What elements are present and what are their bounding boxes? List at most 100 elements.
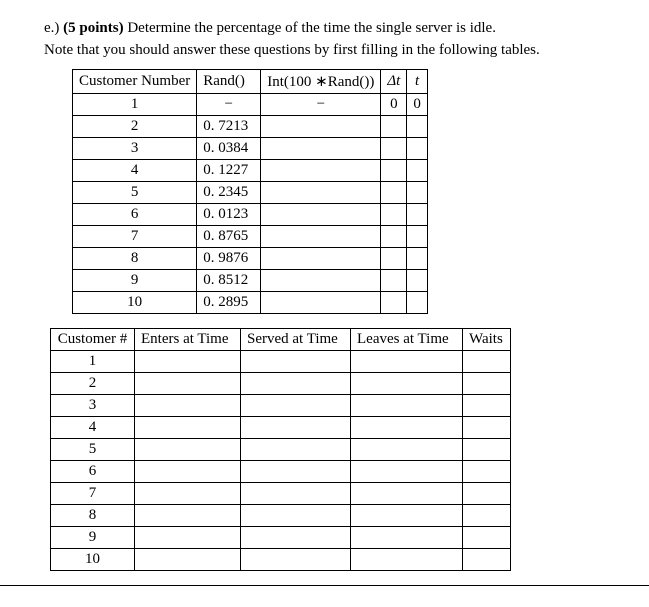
cell-dt	[381, 269, 407, 291]
cell-int	[261, 225, 381, 247]
cell-customer-number: 8	[73, 247, 197, 269]
table-row: 90. 8512	[73, 269, 428, 291]
cell-enters	[135, 350, 241, 372]
cell-enters	[135, 504, 241, 526]
cell-enters	[135, 482, 241, 504]
cell-leaves	[351, 526, 463, 548]
table-row: 80. 9876	[73, 247, 428, 269]
question-line: e.) (5 points) Determine the percentage …	[44, 18, 621, 38]
cell-t	[407, 225, 428, 247]
table-row: 7	[51, 482, 511, 504]
table-row: 5	[51, 438, 511, 460]
table-row: 3	[51, 394, 511, 416]
cell-enters	[135, 372, 241, 394]
table-row: 50. 2345	[73, 181, 428, 203]
table-header-row: Customer # Enters at Time Served at Time…	[51, 328, 511, 350]
cell-leaves	[351, 548, 463, 570]
question-points: (5 points)	[63, 20, 123, 36]
cell-customer-number: 2	[73, 115, 197, 137]
col-t: t	[407, 69, 428, 93]
table-row: 1	[51, 350, 511, 372]
cell-dt	[381, 159, 407, 181]
cell-customer-number: 10	[51, 548, 135, 570]
cell-served	[241, 372, 351, 394]
cell-int	[261, 137, 381, 159]
cell-customer-number: 3	[73, 137, 197, 159]
cell-customer-number: 1	[51, 350, 135, 372]
cell-enters	[135, 394, 241, 416]
cell-rand: −	[197, 93, 261, 115]
table-arrivals: Customer Number Rand() Int(100 ∗Rand()) …	[72, 69, 428, 314]
table-row: 60. 0123	[73, 203, 428, 225]
cell-rand: 0. 2345	[197, 181, 261, 203]
cell-dt	[381, 247, 407, 269]
cell-leaves	[351, 482, 463, 504]
cell-leaves	[351, 372, 463, 394]
cell-served	[241, 416, 351, 438]
cell-served	[241, 350, 351, 372]
cell-rand: 0. 9876	[197, 247, 261, 269]
cell-waits	[463, 438, 511, 460]
cell-customer-number: 7	[73, 225, 197, 247]
cell-customer-number: 2	[51, 372, 135, 394]
cell-waits	[463, 548, 511, 570]
cell-int	[261, 247, 381, 269]
col-customer-number: Customer #	[51, 328, 135, 350]
table-row: 30. 0384	[73, 137, 428, 159]
cell-customer-number: 8	[51, 504, 135, 526]
table-row: 6	[51, 460, 511, 482]
cell-t	[407, 181, 428, 203]
cell-leaves	[351, 394, 463, 416]
cell-customer-number: 1	[73, 93, 197, 115]
cell-leaves	[351, 460, 463, 482]
cell-served	[241, 482, 351, 504]
cell-dt	[381, 137, 407, 159]
cell-enters	[135, 460, 241, 482]
cell-customer-number: 9	[73, 269, 197, 291]
col-waits: Waits	[463, 328, 511, 350]
cell-served	[241, 526, 351, 548]
cell-served	[241, 438, 351, 460]
col-enters: Enters at Time	[135, 328, 241, 350]
table-header-row: Customer Number Rand() Int(100 ∗Rand()) …	[73, 69, 428, 93]
cell-int	[261, 269, 381, 291]
cell-customer-number: 6	[51, 460, 135, 482]
cell-t	[407, 203, 428, 225]
cell-enters	[135, 548, 241, 570]
cell-enters	[135, 526, 241, 548]
cell-t	[407, 291, 428, 313]
cell-customer-number: 5	[73, 181, 197, 203]
table-row: 20. 7213	[73, 115, 428, 137]
cell-t: 0	[407, 93, 428, 115]
cell-served	[241, 504, 351, 526]
cell-int	[261, 159, 381, 181]
cell-int	[261, 115, 381, 137]
cell-int	[261, 203, 381, 225]
cell-rand: 0. 7213	[197, 115, 261, 137]
cell-customer-number: 5	[51, 438, 135, 460]
col-int: Int(100 ∗Rand())	[261, 69, 381, 93]
cell-waits	[463, 460, 511, 482]
col-leaves: Leaves at Time	[351, 328, 463, 350]
cell-leaves	[351, 438, 463, 460]
cell-customer-number: 9	[51, 526, 135, 548]
table-row: 100. 2895	[73, 291, 428, 313]
divider	[0, 585, 649, 586]
table-service: Customer # Enters at Time Served at Time…	[50, 328, 511, 571]
cell-dt: 0	[381, 93, 407, 115]
table-row: 8	[51, 504, 511, 526]
cell-served	[241, 394, 351, 416]
cell-enters	[135, 438, 241, 460]
col-rand: Rand()	[197, 69, 261, 93]
cell-t	[407, 137, 428, 159]
cell-customer-number: 6	[73, 203, 197, 225]
cell-waits	[463, 394, 511, 416]
cell-customer-number: 10	[73, 291, 197, 313]
cell-waits	[463, 372, 511, 394]
table-row: 40. 1227	[73, 159, 428, 181]
cell-t	[407, 269, 428, 291]
cell-enters	[135, 416, 241, 438]
cell-dt	[381, 291, 407, 313]
cell-waits	[463, 482, 511, 504]
cell-int: −	[261, 93, 381, 115]
